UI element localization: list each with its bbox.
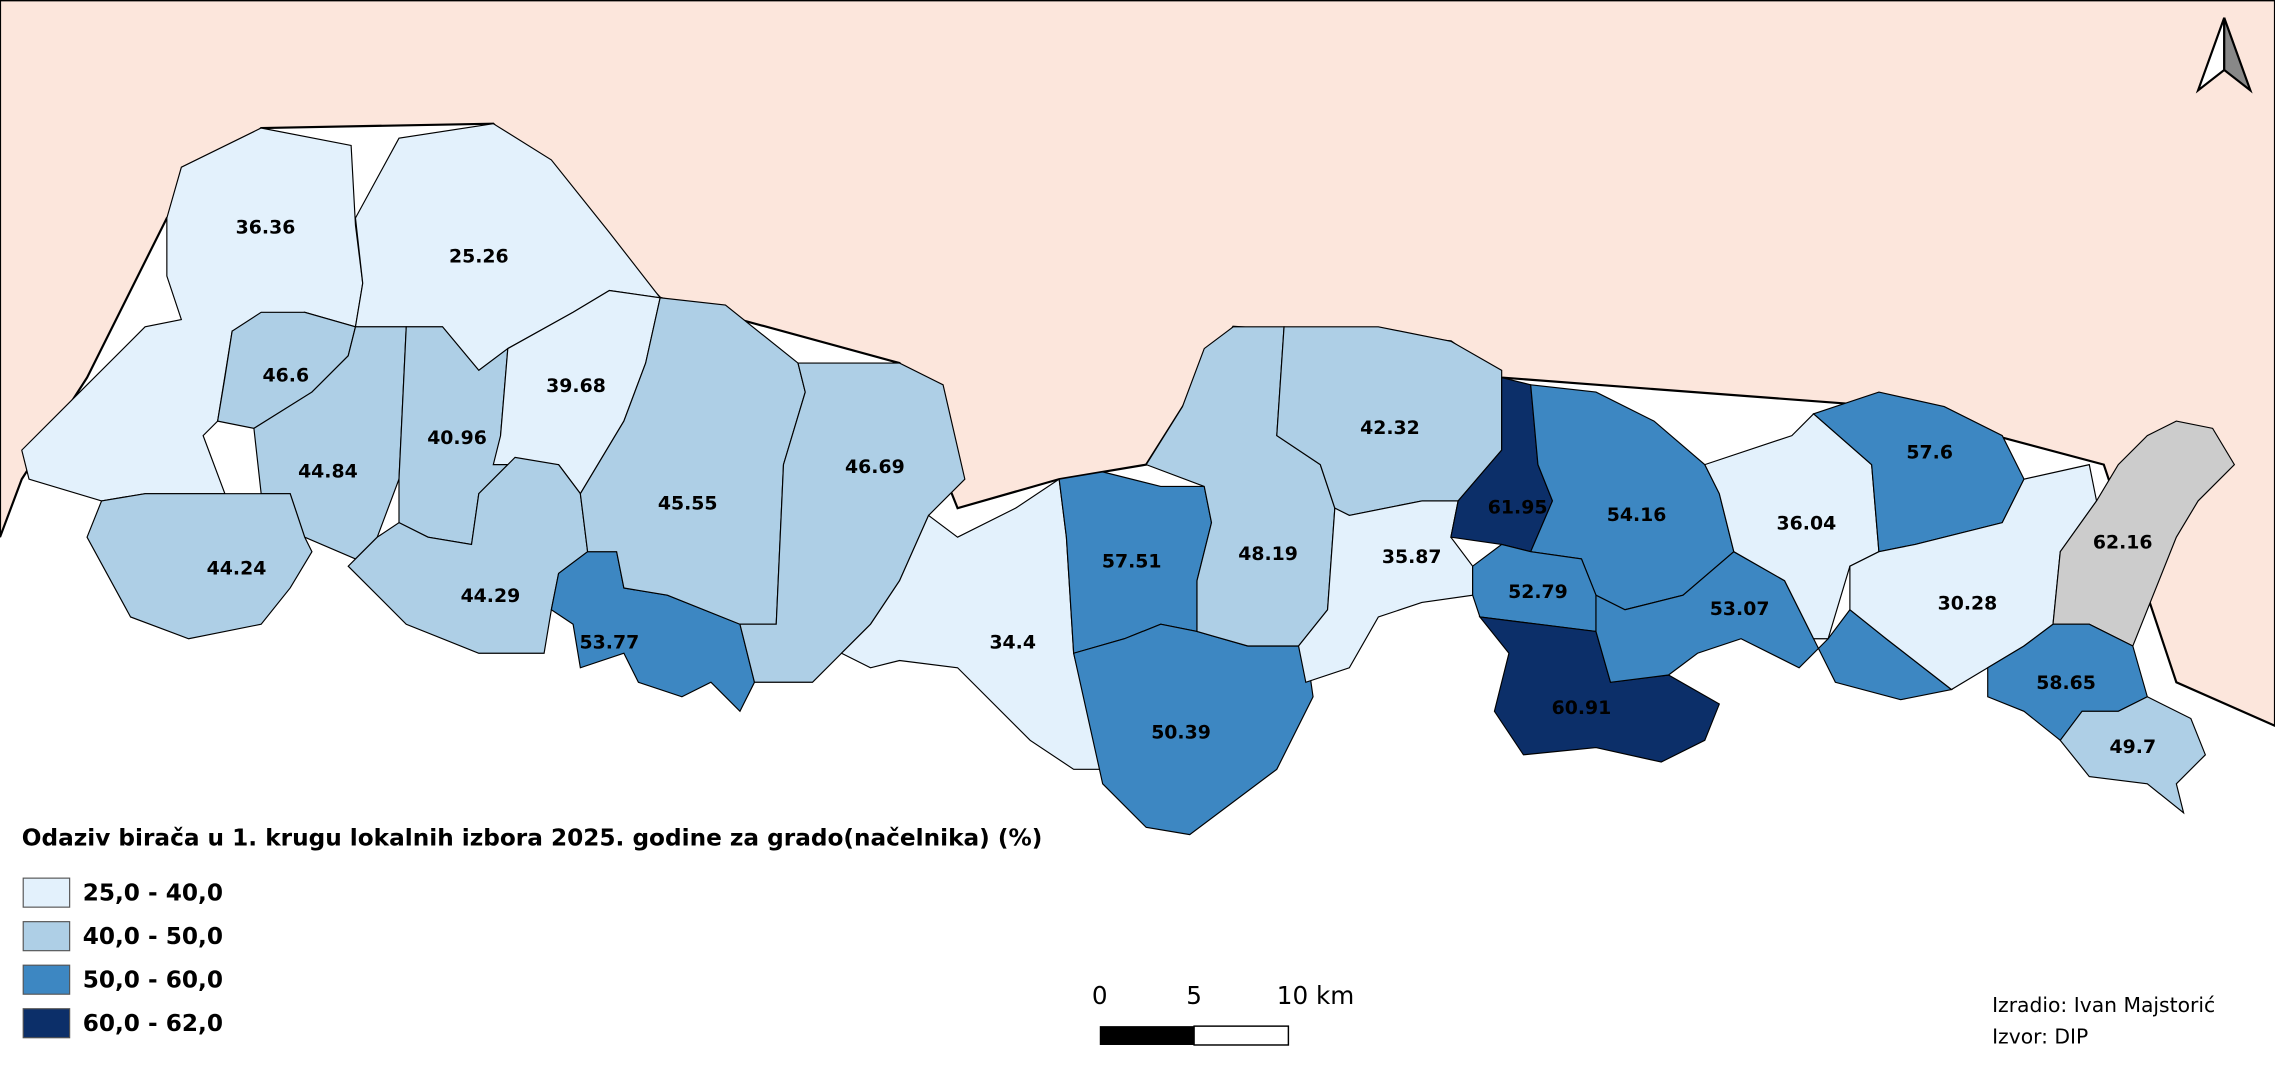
region-label: 48.19 — [1238, 543, 1298, 565]
region-label: 49.7 — [2110, 736, 2157, 758]
region — [1703, 413, 1880, 640]
region-label: 45.55 — [658, 492, 718, 514]
region-label: 40.96 — [427, 427, 487, 449]
region-label: 34.4 — [989, 632, 1036, 654]
region — [21, 127, 364, 502]
region-label: 36.04 — [1777, 513, 1837, 535]
legend-label: 25,0 - 40,0 — [83, 880, 223, 907]
region-label: 53.07 — [1710, 598, 1770, 620]
region-label: 58.65 — [2036, 672, 2096, 694]
legend-swatch — [22, 921, 71, 952]
region-label: 61.95 — [1488, 497, 1548, 519]
region-label: 54.16 — [1607, 504, 1667, 526]
credit: Izradio: Ivan Majstorić — [1992, 993, 2215, 1017]
legend-label: 40,0 - 50,0 — [83, 923, 223, 950]
region-label: 42.32 — [1360, 417, 1420, 439]
credit: Izvor: DIP — [1992, 1025, 2088, 1049]
region-label: 62.16 — [2093, 531, 2153, 553]
legend-label: 50,0 - 60,0 — [83, 967, 223, 994]
region-label: 36.36 — [236, 217, 296, 239]
region-label: 60.91 — [1552, 697, 1612, 719]
region-label: 39.68 — [546, 375, 606, 397]
region-label: 46.6 — [263, 365, 310, 387]
scale-label: 5 — [1186, 981, 1202, 1010]
region-label: 35.87 — [1382, 546, 1442, 568]
legend-swatch — [22, 964, 71, 995]
region-label: 44.84 — [298, 460, 358, 482]
region-label: 50.39 — [1151, 722, 1211, 744]
region-label: 57.51 — [1102, 550, 1162, 572]
legend-label: 60,0 - 62,0 — [83, 1010, 223, 1037]
scale-label: 0 — [1092, 981, 1108, 1010]
region-label: 57.6 — [1906, 442, 1953, 464]
region-label: 25.26 — [449, 246, 509, 268]
region — [840, 478, 1104, 770]
scale-bar: 0 5 10 km — [1092, 981, 1355, 1046]
region-label: 46.69 — [845, 456, 905, 478]
region-label: 30.28 — [1938, 592, 1998, 614]
legend-swatch — [22, 1008, 71, 1039]
region-label: 52.79 — [1508, 581, 1568, 603]
region-label: 44.29 — [461, 585, 521, 607]
north-arrow — [2195, 17, 2253, 94]
region-label: 44.24 — [207, 558, 267, 580]
region — [86, 493, 313, 640]
region — [1297, 500, 1474, 684]
legend-swatch — [22, 877, 71, 908]
region — [2059, 696, 2207, 815]
region-label: 53.77 — [580, 632, 640, 654]
legend-title: Odaziv birača u 1. krugu lokalnih izbora… — [22, 824, 1043, 851]
scale-label: 10 km — [1277, 981, 1355, 1010]
